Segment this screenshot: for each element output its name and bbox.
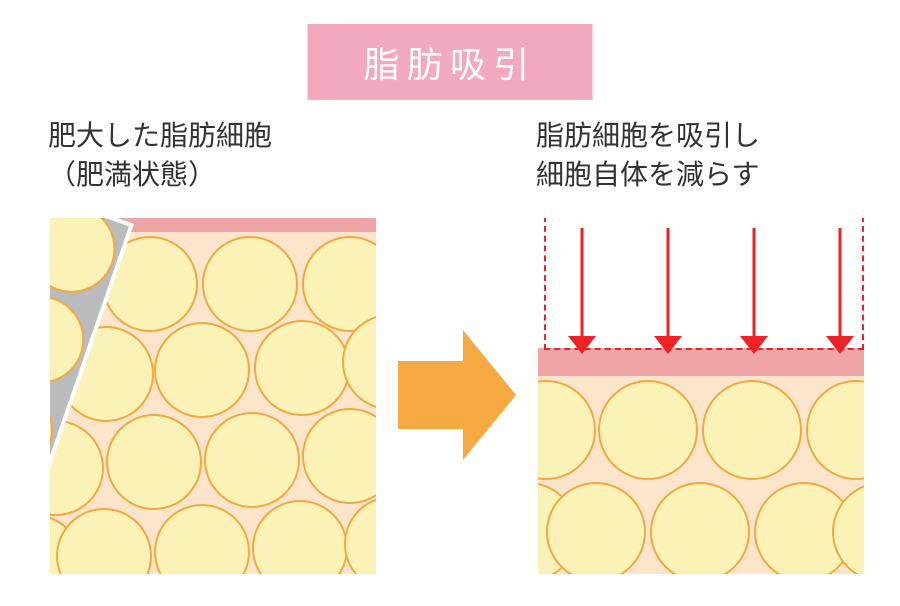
fat-cell — [154, 504, 250, 576]
shrink-arrows-group — [538, 218, 864, 574]
caption-right-line1: 脂肪細胞を吸引し — [536, 120, 760, 151]
fat-cell — [254, 320, 350, 416]
fat-cell — [154, 322, 250, 418]
fat-cell — [302, 408, 378, 504]
diagram-right-after-liposuction — [536, 216, 866, 576]
fat-cell — [106, 414, 202, 510]
caption-right-line2: 細胞自体を減らす — [536, 159, 759, 190]
caption-right: 脂肪細胞を吸引し 細胞自体を減らす — [536, 116, 760, 194]
down-arrow-icon — [568, 228, 596, 354]
caption-left: 肥大した脂肪細胞 （肥満状態） — [48, 116, 272, 194]
transition-arrow-icon — [398, 330, 516, 460]
fat-cell — [252, 500, 348, 576]
down-arrow-icon — [654, 228, 682, 354]
diagram-left-enlarged-fat-cells — [48, 216, 378, 576]
down-arrow-icon — [740, 228, 768, 354]
fat-cell — [56, 508, 152, 576]
caption-left-line1: 肥大した脂肪細胞 — [48, 120, 272, 151]
title-banner: 脂肪吸引 — [308, 24, 593, 100]
fat-cell — [302, 236, 378, 332]
fat-cell — [344, 496, 378, 576]
caption-left-line2: （肥満状態） — [48, 159, 216, 190]
fat-cell — [204, 412, 300, 508]
fat-cell — [202, 236, 298, 332]
down-arrow-icon — [826, 228, 854, 354]
